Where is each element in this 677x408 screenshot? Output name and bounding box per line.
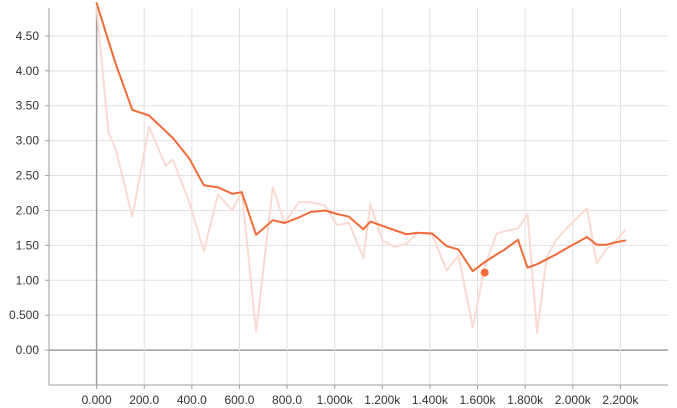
x-tick-label: 600.0 (224, 393, 254, 407)
x-tick-label: 800.0 (272, 393, 302, 407)
x-tick-label: 2.200k (602, 393, 639, 407)
highlight-point[interactable] (480, 268, 489, 277)
y-tick-label: 4.50 (16, 29, 40, 43)
grid-lines (49, 8, 668, 385)
y-tick-label: 0.00 (16, 343, 40, 357)
y-tick-label: 3.50 (16, 99, 40, 113)
y-tick-label: 1.00 (16, 273, 40, 287)
y-tick-labels: 0.00 0.500 1.00 1.50 2.00 2.50 3.00 3.50 4.00 4.5… (9, 29, 39, 357)
y-tick-label: 0.500 (9, 308, 39, 322)
x-tick-label: 0.000 (82, 393, 112, 407)
x-tick-label: 1.400k (412, 393, 449, 407)
x-tick-label: 400.0 (177, 393, 207, 407)
y-tick-label: 3.00 (16, 134, 40, 148)
x-tick-label: 2.000k (555, 393, 592, 407)
y-tick-label: 1.50 (16, 238, 40, 252)
smoothed-series-line (95, 2, 627, 273)
x-tick-label: 200.0 (129, 393, 159, 407)
y-tick-label: 4.00 (16, 64, 40, 78)
raw-series-line (95, 7, 627, 335)
x-tick-label: 1.800k (507, 393, 544, 407)
x-tick-label: 1.000k (317, 393, 354, 407)
y-tick-label: 2.50 (16, 169, 40, 183)
series-layer (95, 2, 627, 335)
x-tick-label: 1.200k (364, 393, 401, 407)
axes (45, 8, 668, 389)
y-tick-label: 2.00 (16, 203, 40, 217)
x-tick-labels: 0.000 200.0 400.0 600.0 800.0 1.000k 1.200k 1.4… (82, 393, 640, 407)
x-tick-label: 1.600k (460, 393, 497, 407)
